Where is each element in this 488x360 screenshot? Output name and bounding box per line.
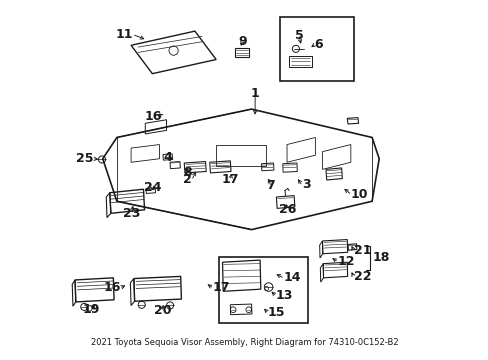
Text: 3: 3	[301, 179, 310, 192]
Bar	[74, 276, 126, 322]
Text: 12: 12	[337, 255, 354, 268]
Text: 19: 19	[82, 303, 100, 316]
Text: 21: 21	[353, 244, 370, 257]
Text: 10: 10	[350, 188, 367, 201]
Text: 17: 17	[212, 281, 230, 294]
Text: 16: 16	[103, 281, 120, 294]
Bar	[219, 257, 307, 323]
Text: 6: 6	[314, 38, 323, 51]
Text: 26: 26	[279, 203, 296, 216]
Text: 7: 7	[266, 179, 275, 192]
Bar	[279, 17, 354, 81]
Text: 20: 20	[153, 304, 171, 317]
Text: 2021 Toyota Sequoia Visor Assembly, Right Diagram for 74310-0C152-B2: 2021 Toyota Sequoia Visor Assembly, Righ…	[90, 338, 398, 347]
Text: 25: 25	[76, 152, 93, 165]
Text: 22: 22	[353, 270, 370, 283]
Text: 8: 8	[183, 166, 192, 179]
Text: 17: 17	[221, 173, 239, 186]
Text: 1: 1	[250, 87, 259, 100]
Text: 2: 2	[183, 173, 192, 186]
Text: 24: 24	[143, 181, 161, 194]
Text: 16: 16	[144, 110, 162, 123]
Text: 14: 14	[283, 271, 301, 284]
Text: 18: 18	[371, 252, 388, 265]
Text: 9: 9	[238, 35, 246, 48]
Text: 5: 5	[294, 29, 303, 42]
Text: 23: 23	[123, 207, 140, 220]
Text: 15: 15	[267, 306, 285, 319]
Text: 13: 13	[275, 289, 292, 302]
Text: 11: 11	[116, 28, 133, 41]
Text: 4: 4	[163, 151, 172, 164]
